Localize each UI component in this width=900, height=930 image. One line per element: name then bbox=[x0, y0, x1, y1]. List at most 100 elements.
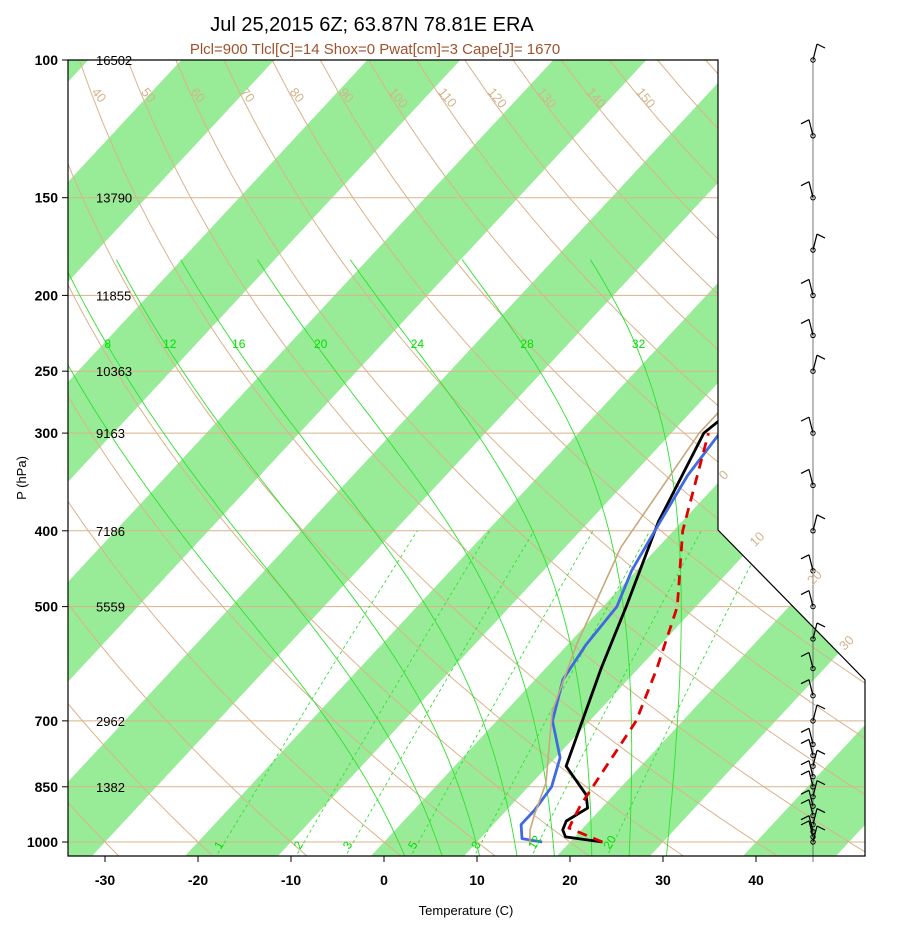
mixing-ratio-label: 2 bbox=[291, 838, 307, 851]
dry-adiabat bbox=[68, 60, 311, 856]
wind-barb bbox=[800, 727, 816, 747]
mixing-ratio-label: 12 bbox=[525, 833, 544, 852]
x-tick-label: 10 bbox=[469, 872, 485, 888]
wind-barb bbox=[800, 651, 816, 672]
isotherm-band bbox=[68, 60, 461, 856]
moist-adiabat bbox=[349, 259, 593, 856]
wind-barb bbox=[800, 318, 816, 339]
wind-barb bbox=[810, 780, 826, 800]
isotherm-band bbox=[557, 60, 865, 856]
y-tick-label: 400 bbox=[35, 523, 59, 539]
height-labels: 16502 13790 11855 10363 9163 7186 5559 2962 1382 bbox=[96, 53, 132, 795]
x-tick-label: 40 bbox=[748, 872, 764, 888]
dry-adiabat bbox=[368, 60, 865, 856]
wind-barb bbox=[800, 416, 816, 436]
x-tick-label: 0 bbox=[380, 872, 388, 888]
isotherm-label: 10 bbox=[747, 529, 768, 550]
wind-barb bbox=[800, 468, 816, 489]
wind-barb bbox=[800, 119, 816, 139]
x-tick-label: -20 bbox=[188, 872, 208, 888]
wind-barb bbox=[810, 514, 826, 534]
moist-adiabat-label: 8 bbox=[104, 337, 111, 351]
dry-adiabat bbox=[801, 60, 865, 856]
x-tick-label: 20 bbox=[562, 872, 578, 888]
plot-background bbox=[68, 60, 865, 856]
dry-adiabat bbox=[271, 60, 865, 856]
moist-adiabat-label: 16 bbox=[232, 337, 246, 351]
wind-barb bbox=[810, 43, 826, 63]
pressure-axis: 100 150 200 250 300 400 500 700 850 1000 bbox=[27, 52, 68, 850]
wind-barb bbox=[800, 278, 816, 299]
dry-adiabat-label: 120 bbox=[485, 85, 510, 111]
y-tick-label: 700 bbox=[35, 713, 59, 729]
wind-barb bbox=[810, 704, 826, 724]
moist-adiabat bbox=[257, 259, 556, 856]
isotherm-labels: 3020100102030 bbox=[716, 467, 857, 653]
sounding-series-3 bbox=[567, 432, 710, 844]
height-label: 1382 bbox=[96, 780, 125, 795]
dry-adiabat-label: 110 bbox=[435, 85, 460, 111]
y-tick-label: 1000 bbox=[27, 834, 58, 850]
wind-barb bbox=[800, 738, 816, 759]
mixing-ratio-line bbox=[294, 530, 490, 856]
height-label: 13790 bbox=[96, 191, 132, 206]
mixing-ratio-lines bbox=[214, 530, 769, 856]
height-label: 7186 bbox=[96, 524, 125, 539]
dry-adiabat bbox=[78, 60, 782, 856]
wind-barb bbox=[800, 820, 816, 840]
mixing-ratio-line bbox=[530, 530, 702, 856]
dry-adiabat bbox=[127, 60, 865, 856]
moist-adiabat bbox=[116, 259, 481, 856]
moist-adiabat bbox=[68, 259, 444, 856]
isotherm-bands bbox=[68, 60, 865, 856]
moist-adiabat bbox=[68, 259, 407, 856]
isotherm-band bbox=[68, 60, 647, 856]
wind-barb bbox=[800, 554, 816, 574]
wind-barb bbox=[810, 354, 826, 374]
sounding-series-1 bbox=[561, 60, 865, 844]
y-tick-label: 300 bbox=[35, 425, 59, 441]
height-label: 10363 bbox=[96, 364, 132, 379]
moist-adiabat-label: 24 bbox=[411, 337, 425, 351]
wind-barb bbox=[800, 760, 816, 780]
chart-title: Jul 25,2015 6Z; 63.87N 78.81E ERA bbox=[210, 14, 534, 36]
wind-barb bbox=[800, 181, 816, 201]
moist-adiabat bbox=[589, 259, 682, 856]
mixing-ratio-line bbox=[409, 530, 594, 856]
dry-adiabat-label: 80 bbox=[287, 85, 308, 106]
wind-barb bbox=[800, 590, 816, 610]
y-tick-label: 850 bbox=[35, 779, 59, 795]
dry-adiabat bbox=[68, 60, 405, 856]
plot-border bbox=[67, 59, 866, 857]
temperature-axis: -30 -20 -10 0 10 20 30 40 bbox=[95, 856, 764, 888]
mixing-ratio-line bbox=[605, 530, 769, 856]
wind-barb bbox=[810, 233, 826, 253]
isotherm-label: 20 bbox=[804, 567, 825, 588]
y-tick-label: 100 bbox=[35, 52, 59, 68]
dry-adiabat bbox=[68, 60, 594, 856]
mixing-ratio-line bbox=[214, 530, 418, 856]
x-tick-label: -30 bbox=[95, 872, 115, 888]
x-axis-label: Temperature (C) bbox=[419, 903, 514, 918]
height-label: 16502 bbox=[96, 53, 132, 68]
dry-adiabat bbox=[753, 60, 865, 856]
x-tick-label: 30 bbox=[655, 872, 671, 888]
isotherm-band bbox=[743, 60, 865, 856]
wind-barb bbox=[800, 770, 816, 790]
isotherm-label: 30 bbox=[836, 632, 857, 653]
mixing-ratio-line bbox=[343, 530, 535, 856]
chart-subtitle: Plcl=900 Tlcl[C]=14 Shox=0 Pwat[cm]=3 Ca… bbox=[190, 41, 560, 58]
mixing-ratio-label: 3 bbox=[340, 838, 356, 851]
moist-adiabat-label: 28 bbox=[520, 337, 534, 351]
y-tick-label: 150 bbox=[35, 190, 59, 206]
dry-adiabat bbox=[319, 60, 865, 856]
dry-adiabat bbox=[416, 60, 865, 856]
moist-adiabats bbox=[68, 259, 682, 856]
moist-adiabat bbox=[180, 259, 518, 856]
moist-adiabat-label: 32 bbox=[632, 337, 646, 351]
height-label: 11855 bbox=[96, 288, 131, 303]
dry-adiabat bbox=[68, 60, 499, 856]
y-tick-label: 200 bbox=[35, 287, 59, 303]
y-tick-label: 250 bbox=[35, 363, 59, 379]
y-axis-label: P (hPa) bbox=[14, 456, 29, 500]
